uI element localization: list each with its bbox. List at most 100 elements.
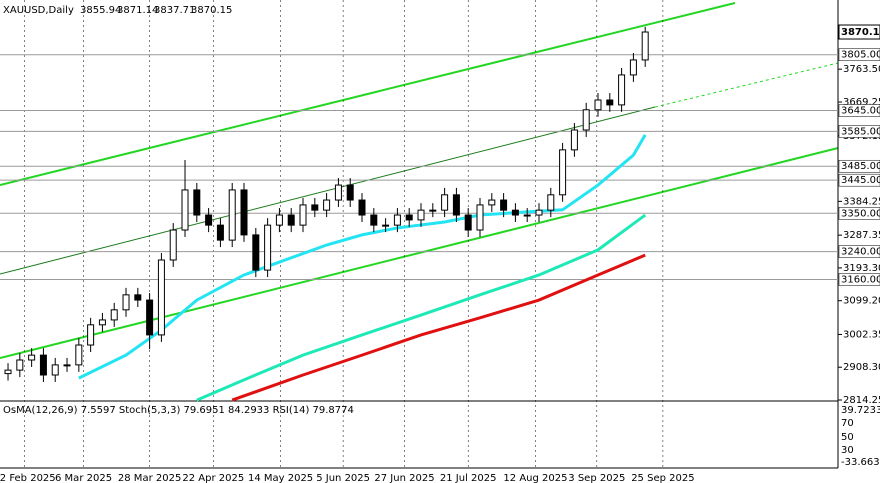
x-tick-label: 14 May 2025 (248, 473, 313, 483)
candle-body (228, 189, 236, 241)
candle-body (429, 209, 437, 212)
y-tick-label: 3763.50 (843, 64, 880, 75)
y-tick-label: 2814.25 (843, 395, 880, 406)
quote-value: 3855.94 (80, 5, 121, 16)
y-tick-label: 2908.30 (843, 362, 880, 373)
level-label: 3585.00 (841, 126, 880, 137)
candle-body (87, 324, 95, 346)
candle-body (382, 224, 390, 227)
indicator-scale: 39.7233 (841, 405, 880, 416)
level-box (838, 125, 880, 138)
candle-body (370, 214, 378, 226)
candle-body (582, 109, 590, 131)
price-box (838, 24, 880, 40)
candle-body (264, 224, 272, 271)
indicator-scale: 50 (841, 432, 854, 443)
x-tick-label: 27 Jun 2025 (374, 473, 434, 483)
y-tick-label: 3669.25 (843, 97, 880, 108)
candle-body (75, 344, 83, 366)
level-label: 3805.00 (841, 50, 880, 61)
x-tick-label: 22 Apr 2025 (182, 473, 244, 483)
candle-body (287, 214, 295, 226)
level-box (838, 207, 880, 220)
candle-body (523, 214, 531, 217)
level-label: 3350.00 (841, 208, 880, 219)
x-tick-label: 28 Mar 2025 (118, 473, 181, 483)
y-tick-label: 3193.30 (843, 263, 880, 274)
y-tick-label: 3287.35 (843, 230, 880, 241)
candle-body (405, 214, 413, 221)
candle-body (216, 224, 224, 241)
candle-body (393, 214, 401, 226)
level-label: 3240.00 (841, 247, 880, 258)
quote-value: 3870.15 (191, 5, 232, 16)
candle-body (16, 359, 24, 371)
x-tick-label: 3 Sep 2025 (568, 473, 625, 483)
candle-body (157, 259, 165, 336)
candle-body (629, 59, 637, 76)
candle-body (4, 369, 12, 375)
candle-body (476, 204, 484, 231)
level-label: 3645.00 (841, 105, 880, 116)
indicator-label: OsMA(12,26,9) 7.5597 Stoch(5,3,3) 79.695… (3, 405, 354, 416)
level-box (838, 245, 880, 258)
candle-body (299, 204, 307, 226)
candle-body (570, 129, 578, 151)
candle-body (122, 294, 130, 311)
candle-body (334, 184, 342, 201)
level-box (838, 173, 880, 187)
quote-value: 3871.14 (117, 5, 158, 16)
candle-body (39, 354, 47, 376)
candle-body (169, 229, 177, 261)
level-label: 3485.00 (841, 161, 880, 172)
level-box (838, 159, 880, 173)
candle-body (275, 214, 283, 226)
x-tick-label: 5 Jun 2025 (316, 473, 370, 483)
channel-line (0, 2, 736, 186)
candle-body (252, 234, 260, 271)
candle-body (594, 99, 602, 111)
y-tick-label: 3384.25 (843, 196, 880, 207)
candle-body (28, 354, 36, 361)
level-box (838, 104, 880, 117)
x-tick-label: 25 Sep 2025 (631, 473, 694, 483)
channel-line (0, 147, 839, 359)
candle-body (358, 199, 366, 216)
moving-average (231, 253, 646, 402)
moving-average (78, 134, 647, 380)
x-tick-label: 12 Aug 2025 (503, 473, 567, 483)
candle-body (452, 194, 460, 216)
current-price: 3870.15 (841, 27, 880, 38)
symbol: XAUUSD,Daily (3, 5, 74, 16)
level-box (838, 273, 880, 286)
candle-body (98, 319, 106, 326)
candle-body (134, 294, 142, 301)
trend-line (654, 62, 839, 108)
y-tick-label: 3002.35 (843, 329, 880, 340)
candle-body (441, 194, 449, 211)
candle-body (323, 199, 331, 211)
candle-body (500, 199, 508, 211)
candle-body (535, 209, 543, 216)
candle-body (63, 364, 71, 367)
level-box (838, 48, 880, 61)
candle-body (311, 204, 319, 211)
candle-body (511, 209, 519, 216)
level-label: 3160.00 (841, 275, 880, 286)
candle-body (618, 74, 626, 106)
level-label: 3445.00 (841, 175, 880, 186)
indicator-scale: 70 (841, 418, 854, 429)
x-tick-label: 6 Mar 2025 (55, 473, 112, 483)
candle-body (606, 99, 614, 106)
y-tick-label: 3099.20 (843, 296, 880, 307)
candle-body (547, 194, 555, 211)
indicator-scale: -33.6638 (841, 457, 880, 468)
candle-body (346, 184, 354, 201)
candle-body (181, 189, 189, 231)
candle-body (559, 149, 567, 196)
candle-body (51, 364, 59, 376)
moving-average (196, 213, 647, 402)
x-tick-label: 21 Jul 2025 (440, 473, 497, 483)
